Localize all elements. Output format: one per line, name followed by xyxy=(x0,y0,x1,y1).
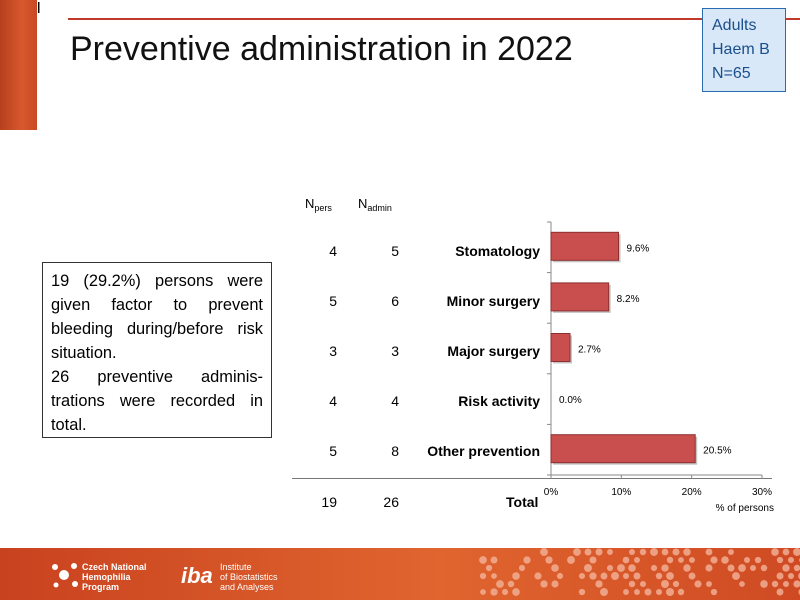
bar xyxy=(550,333,571,362)
bar-shadow xyxy=(553,436,698,465)
data-label: 8.2% xyxy=(617,294,640,305)
x-tick-label: 30% xyxy=(752,487,772,498)
n-pers-cell: 5 xyxy=(329,443,337,459)
n-admin-cell: 8 xyxy=(391,443,399,459)
summary-line-persons: 19 (29.2%) persons were given factor to … xyxy=(51,272,263,362)
col-header-n-admin: Nadmin xyxy=(358,196,392,213)
bar-shadow xyxy=(553,234,621,263)
badge-line-population: Adults xyxy=(712,17,757,34)
data-label: 20.5% xyxy=(703,446,731,457)
bar xyxy=(550,434,696,464)
category-label: Risk activity xyxy=(458,393,540,409)
category-label: Other prevention xyxy=(427,443,540,459)
title-rule xyxy=(68,18,800,20)
population-badge: Adults Haem B N=65 xyxy=(702,8,786,92)
bar-shadow xyxy=(553,284,611,313)
x-axis-title: % of persons xyxy=(716,503,774,514)
category-label: Minor surgery xyxy=(446,293,540,309)
summary-note: 19 (29.2%) persons were given factor to … xyxy=(42,262,272,438)
slide-title: Preventive administration in 2022 xyxy=(70,30,573,68)
x-tick-label: 10% xyxy=(611,487,631,498)
x-tick-label: 20% xyxy=(682,487,702,498)
data-label: 2.7% xyxy=(578,345,601,356)
total-separator xyxy=(292,478,772,479)
total-n-admin: 26 xyxy=(383,494,399,510)
n-admin-cell: 4 xyxy=(391,393,399,409)
iba-logo: iba xyxy=(181,563,213,588)
n-pers-cell: 4 xyxy=(329,393,337,409)
data-label: 9.6% xyxy=(627,243,650,254)
n-admin-cell: 3 xyxy=(391,343,399,359)
data-label: 0.0% xyxy=(559,395,582,406)
badge-line-disease: Haem B xyxy=(712,41,770,58)
n-pers-cell: 4 xyxy=(329,243,337,259)
accent-bar xyxy=(0,0,37,130)
hemophilia-program-logo: Czech National Hemophilia Program xyxy=(82,562,147,592)
total-label: Total xyxy=(506,494,539,510)
muni-logo: MUNI xyxy=(0,0,800,18)
n-pers-cell: 3 xyxy=(329,343,337,359)
total-n-pers: 19 xyxy=(321,494,337,510)
summary-line-admins: 26 preventive adminis-trations were reco… xyxy=(51,368,263,434)
n-admin-cell: 6 xyxy=(391,293,399,309)
bar xyxy=(550,231,620,261)
hemophilia-logo-icon xyxy=(52,563,78,588)
n-pers-cell: 5 xyxy=(329,293,337,309)
badge-line-n: N=65 xyxy=(712,65,751,82)
category-label: Major surgery xyxy=(447,343,540,359)
dot-map-decoration-icon xyxy=(479,548,800,596)
category-label: Stomatology xyxy=(455,243,540,259)
n-admin-cell: 5 xyxy=(391,243,399,259)
x-tick-label: 0% xyxy=(544,487,559,498)
footer-bar: Czech National Hemophilia Program iba In… xyxy=(0,548,800,600)
col-header-n-pers: Npers xyxy=(305,196,332,213)
iba-institute-text: Institute of Biostatistics and Analyses xyxy=(220,562,278,592)
bar-shadow xyxy=(553,335,572,364)
bar xyxy=(550,282,610,312)
